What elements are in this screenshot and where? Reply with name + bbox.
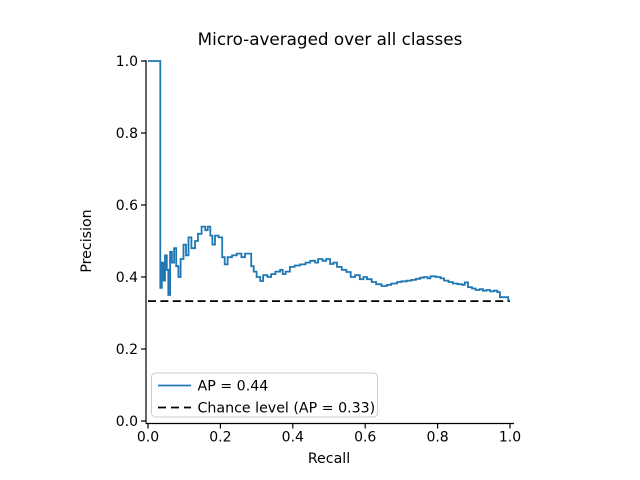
y-tick-label: 0.0 [116, 414, 138, 430]
pr-curve-line [148, 60, 510, 302]
legend-label-ap: AP = 0.44 [198, 379, 269, 395]
x-axis-ticks: 0.0 0.2 0.4 0.6 0.8 1.0 [137, 423, 521, 446]
legend-box [151, 372, 378, 418]
chart-title: Micro-averaged over all classes [198, 29, 463, 49]
legend-label-chance: Chance level (AP = 0.33) [198, 401, 376, 417]
x-tick-label: 0.4 [282, 430, 304, 446]
y-tick-label: 0.8 [116, 126, 138, 142]
x-tick-label: 1.0 [499, 430, 521, 446]
y-axis-label: Precision [79, 209, 95, 272]
legend: AP = 0.44 Chance level (AP = 0.33) [151, 372, 378, 418]
y-tick-label: 0.6 [116, 198, 138, 214]
x-tick-label: 0.8 [426, 430, 448, 446]
y-tick-label: 1.0 [116, 54, 138, 70]
x-tick-label: 0.6 [354, 430, 376, 446]
y-axis-ticks: 0.0 0.2 0.4 0.6 0.8 1.0 [116, 54, 146, 430]
axes-spines [145, 60, 514, 425]
y-tick-label: 0.4 [116, 270, 138, 286]
x-axis-label: Recall [308, 451, 350, 467]
x-tick-label: 0.0 [137, 430, 159, 446]
x-tick-label: 0.2 [209, 430, 231, 446]
y-tick-label: 0.2 [116, 342, 138, 358]
